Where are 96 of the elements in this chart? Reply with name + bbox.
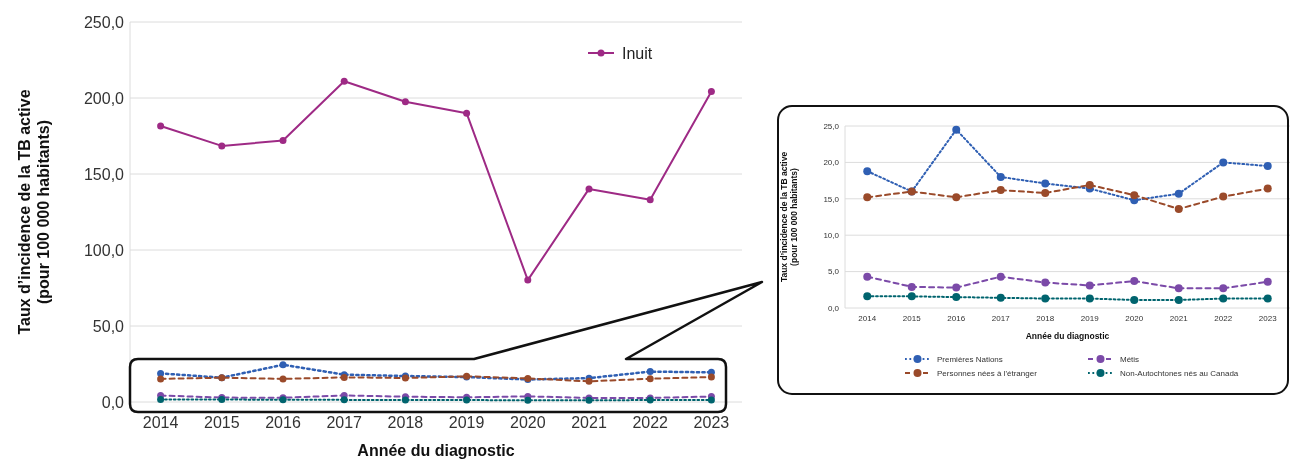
x-tick-label: 2023	[693, 413, 730, 431]
point	[279, 375, 287, 383]
x-tick-label: 2016	[947, 313, 966, 323]
x-tick-label: 2018	[387, 413, 424, 431]
x-tick-label: 2022	[1214, 313, 1233, 323]
point	[1041, 188, 1050, 197]
point	[1041, 179, 1050, 188]
point	[907, 292, 916, 301]
point	[340, 396, 348, 404]
point	[157, 375, 165, 383]
point	[1130, 295, 1139, 304]
x-tick-label: 2023	[1258, 313, 1278, 323]
point	[996, 293, 1005, 302]
point	[952, 293, 961, 302]
y-tick-label: 0,0	[101, 393, 125, 411]
y-tick-label: 250,0	[83, 13, 125, 31]
point	[585, 185, 593, 193]
point	[279, 137, 287, 145]
point	[1041, 294, 1050, 303]
legend-label: Métis	[1120, 355, 1140, 364]
y-tick-label: 10,0	[823, 231, 840, 240]
point	[863, 167, 872, 176]
legend-label: Non-Autochtones nés au Canada	[1120, 369, 1239, 378]
y-tick-label: 100,0	[83, 241, 125, 259]
y-tick-label: 25,0	[823, 121, 840, 131]
point	[1219, 284, 1228, 293]
point	[646, 375, 654, 383]
x-tick-label: 2019	[1080, 313, 1100, 323]
point	[340, 77, 348, 85]
point	[646, 368, 654, 376]
point	[1130, 191, 1139, 200]
point	[1219, 192, 1228, 201]
point	[863, 193, 872, 202]
point	[863, 272, 872, 281]
point	[1219, 158, 1228, 167]
point	[996, 186, 1005, 195]
x-axis-title: Année du diagnostic	[1025, 331, 1110, 341]
point	[1174, 284, 1183, 293]
point	[1263, 184, 1272, 193]
y-tick-label: 5,0	[827, 267, 840, 277]
point	[863, 292, 872, 301]
x-tick-label: 2022	[632, 413, 669, 431]
point	[952, 125, 961, 134]
point	[1041, 278, 1050, 287]
point	[463, 109, 471, 117]
point	[1219, 294, 1228, 303]
y-axis-title: Taux d’incidence de la TB active (pour 100 000 habitants)	[778, 151, 799, 283]
point	[1263, 277, 1272, 286]
y-tick-label: 20,0	[823, 158, 840, 168]
point	[1263, 162, 1272, 171]
point	[1130, 277, 1139, 286]
point	[401, 98, 409, 106]
point	[1174, 295, 1183, 304]
point	[707, 87, 715, 95]
x-tick-label: 2020	[510, 413, 546, 431]
point	[996, 172, 1005, 181]
legend-label: Personnes nées à l'étranger	[937, 369, 1038, 378]
y-tick-label: 0,0	[827, 303, 840, 313]
x-tick-label: 2017	[991, 313, 1011, 323]
y-tick-label: 150,0	[83, 165, 125, 183]
legend-label: Inuit	[622, 45, 653, 62]
y-tick-label: 15,0	[823, 194, 840, 204]
y-tick-label: 200,0	[83, 89, 125, 107]
x-tick-label: 2021	[1169, 313, 1189, 323]
point	[524, 276, 532, 284]
point	[218, 142, 226, 150]
x-tick-label: 2018	[1036, 313, 1055, 323]
point	[1085, 180, 1094, 189]
point	[157, 122, 165, 130]
point	[279, 361, 287, 369]
x-tick-label: 2014	[858, 313, 877, 323]
x-tick-label: 2015	[204, 413, 240, 431]
point	[1174, 204, 1183, 213]
y-tick-label: 50,0	[92, 317, 125, 335]
point	[157, 396, 165, 404]
x-tick-label: 2020	[1125, 313, 1144, 323]
x-tick-label: 2016	[265, 413, 301, 431]
point	[646, 196, 654, 204]
x-tick-label: 2019	[448, 413, 485, 431]
y-axis-title: Taux d’incidence de la TB active (pour 100 000 habitants)	[16, 89, 52, 335]
x-tick-label: 2015	[902, 313, 922, 323]
legend-label: Premières Nations	[937, 355, 1003, 364]
point	[524, 396, 532, 404]
point	[1174, 189, 1183, 198]
point	[907, 282, 916, 291]
x-tick-label: 2021	[571, 413, 607, 431]
point	[952, 283, 961, 292]
point	[707, 373, 715, 381]
point	[952, 193, 961, 202]
point	[1085, 281, 1094, 290]
x-tick-label: 2017	[326, 413, 363, 431]
point	[1263, 294, 1272, 303]
x-tick-label: 2014	[142, 413, 179, 431]
point	[1085, 294, 1094, 303]
point	[996, 272, 1005, 281]
x-axis-title: Année du diagnostic	[357, 442, 515, 459]
